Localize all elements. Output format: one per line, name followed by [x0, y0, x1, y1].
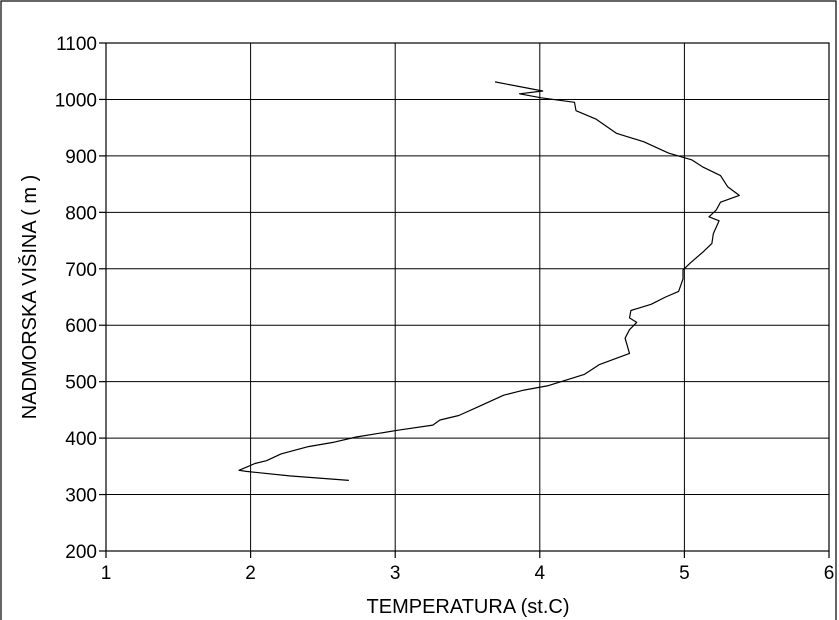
series-group [238, 81, 740, 481]
series-line [238, 81, 740, 481]
y-tick-label: 900 [65, 147, 97, 168]
x-tick-label: 6 [824, 563, 835, 584]
y-tick-label: 400 [65, 429, 97, 450]
x-axis-label: TEMPERATURA (st.C) [367, 596, 570, 618]
plot-area-border [105, 42, 830, 552]
y-tick-label: 500 [65, 373, 97, 394]
y-tick-label: 1100 [56, 34, 97, 55]
y-tick-label: 300 [65, 486, 97, 507]
y-axis-ticks: 200 300 400 500 600 700 800 900 1000 1100 [55, 34, 106, 563]
x-tick-label: 4 [535, 563, 546, 584]
y-axis-label: NADMORSKA VIŠINA ( m ) [18, 175, 41, 419]
x-tick-label: 1 [101, 563, 112, 584]
y-tick-label: 800 [65, 203, 97, 224]
x-tick-label: 3 [390, 563, 401, 584]
x-tick-label: 5 [679, 563, 690, 584]
x-tick-label: 2 [245, 563, 256, 584]
x-axis-ticks: 1 2 3 4 5 6 [101, 551, 835, 584]
y-tick-label: 700 [65, 260, 97, 281]
y-tick-label: 200 [65, 542, 97, 563]
y-tick-label: 600 [65, 316, 97, 337]
y-tick-label: 1000 [55, 90, 97, 111]
grid-lines [106, 43, 829, 551]
